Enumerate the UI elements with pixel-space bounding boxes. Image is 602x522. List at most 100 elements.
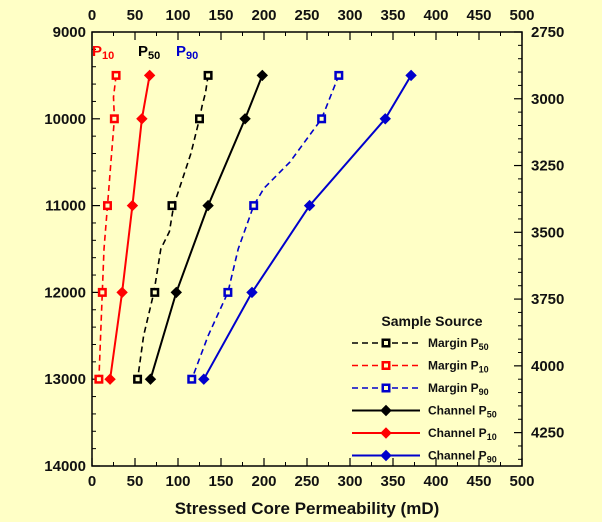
data-point-margin-p90 — [187, 374, 197, 384]
x-tick-label-top: 200 — [251, 7, 276, 24]
axis-ticks — [91, 31, 523, 467]
legend-marker-margin-p90 — [381, 383, 391, 393]
data-point-channel-p50 — [170, 286, 182, 299]
data-point-margin-p90 — [249, 201, 259, 211]
x-tick-label-bottom: 250 — [294, 473, 319, 490]
x-tick-label-top: 0 — [88, 7, 96, 24]
data-point-margin-p90 — [223, 287, 233, 297]
data-point-margin-p90-center — [251, 203, 256, 208]
data-point-margin-p50-center — [152, 290, 157, 295]
data-point-margin-p90-center — [319, 116, 324, 121]
data-point-channel-p10 — [126, 199, 139, 212]
data-point-margin-p10-center — [100, 290, 105, 295]
data-point-margin-p10-center — [114, 73, 119, 78]
x-tick-label-top: 300 — [337, 7, 362, 24]
series-layer — [94, 69, 417, 385]
x-tick-label-top: 350 — [380, 7, 405, 24]
y-left-tick-label: 10000 — [44, 111, 86, 128]
x-tick-label-top: 500 — [509, 7, 534, 24]
x-tick-label-bottom: 100 — [165, 473, 190, 490]
data-point-margin-p10 — [109, 114, 119, 124]
legend-label-channel-p90: Channel P90 — [428, 449, 497, 465]
legend-marker-channel-p50 — [380, 404, 392, 417]
data-point-margin-p10-center — [105, 203, 110, 208]
legend-title: Sample Source — [381, 313, 482, 329]
data-point-margin-p50 — [133, 374, 143, 384]
data-point-channel-p90 — [379, 113, 391, 125]
data-point-channel-p10 — [116, 286, 128, 299]
data-point-channel-p10 — [143, 69, 156, 82]
data-point-channel-p90 — [246, 286, 258, 299]
corner-label-p10: P10 — [92, 43, 114, 62]
data-point-channel-p90 — [303, 199, 316, 212]
data-point-channel-p50 — [144, 373, 157, 385]
y-right-tick-label: 3000 — [531, 91, 564, 108]
legend-marker-margin-p50-center — [384, 341, 388, 345]
legend-marker-channel-p10 — [380, 427, 392, 439]
x-tick-label-top: 100 — [165, 7, 190, 24]
y-right-tick-label: 3500 — [531, 224, 564, 241]
data-point-margin-p50-center — [169, 203, 174, 208]
data-point-margin-p50 — [150, 287, 160, 297]
x-tick-label-bottom: 50 — [127, 473, 144, 490]
y-left-tick-label: 12000 — [44, 284, 86, 301]
plot-area — [91, 31, 523, 467]
series-line-margin-p50 — [136, 75, 209, 380]
data-point-channel-p90 — [198, 373, 210, 385]
x-tick-label-bottom: 400 — [423, 473, 448, 490]
legend-items: Margin P50 Margin P10 Margin P90 Channel P5… — [352, 336, 497, 465]
legend-marker-channel-p90 — [380, 449, 392, 462]
x-tick-label-bottom: 300 — [337, 473, 362, 490]
y-left-tick-label: 14000 — [44, 458, 86, 475]
data-point-margin-p90-center — [225, 290, 230, 295]
x-tick-label-top: 150 — [208, 7, 233, 24]
x-tick-label-bottom: 500 — [509, 473, 534, 490]
x-tick-label-bottom: 450 — [466, 473, 491, 490]
corner-label-p90: P90 — [176, 43, 198, 62]
data-point-margin-p90 — [334, 70, 344, 80]
data-point-margin-p10-center — [96, 377, 101, 382]
legend-marker-margin-p10 — [381, 361, 391, 370]
y-right-tick-label: 4000 — [531, 358, 564, 375]
data-point-margin-p90 — [317, 114, 327, 124]
data-point-channel-p50 — [256, 69, 268, 82]
data-point-margin-p10 — [111, 70, 121, 80]
data-point-margin-p90-center — [336, 73, 341, 78]
legend-marker-margin-p90-center — [384, 386, 388, 390]
legend-label-margin-p10: Margin P10 — [428, 359, 489, 375]
y-left-tick-label: 9000 — [53, 24, 86, 41]
data-point-channel-p10 — [136, 113, 148, 125]
y-right-tick-label: 3750 — [531, 291, 564, 308]
data-point-margin-p50-center — [197, 116, 202, 121]
x-axis-title: Stressed Core Permeability (mD) — [175, 499, 440, 518]
x-tick-label-bottom: 200 — [251, 473, 276, 490]
legend-marker-margin-p50 — [381, 338, 391, 348]
data-point-channel-p90 — [405, 69, 417, 82]
x-tick-label-top: 250 — [294, 7, 319, 24]
corner-labels: P10 P50 P90 — [92, 43, 198, 62]
data-point-margin-p10 — [102, 201, 112, 211]
data-point-margin-p50 — [203, 70, 213, 80]
legend-marker-margin-p10-center — [384, 363, 388, 368]
x-tick-label-top: 450 — [466, 7, 491, 24]
data-point-margin-p50-center — [135, 377, 140, 382]
x-tick-label-top: 400 — [423, 7, 448, 24]
legend-label-channel-p50: Channel P50 — [428, 404, 497, 420]
x-tick-label-bottom: 0 — [88, 473, 96, 490]
y-left-tick-label: 11000 — [45, 198, 86, 215]
y-right-tick-label: 4250 — [531, 425, 564, 442]
data-point-channel-p50 — [239, 113, 251, 125]
legend-label-margin-p50: Margin P50 — [428, 336, 489, 352]
data-point-margin-p50 — [195, 114, 204, 124]
data-point-margin-p50 — [167, 201, 177, 211]
data-point-channel-p10 — [104, 373, 116, 385]
x-tick-label-bottom: 150 — [208, 473, 233, 490]
data-point-margin-p50-center — [206, 73, 211, 78]
legend-label-margin-p90: Margin P90 — [428, 381, 489, 397]
data-point-channel-p50 — [202, 199, 214, 212]
data-point-margin-p10 — [94, 374, 104, 384]
data-point-margin-p10-center — [112, 116, 117, 121]
data-point-margin-p90-center — [189, 377, 194, 382]
